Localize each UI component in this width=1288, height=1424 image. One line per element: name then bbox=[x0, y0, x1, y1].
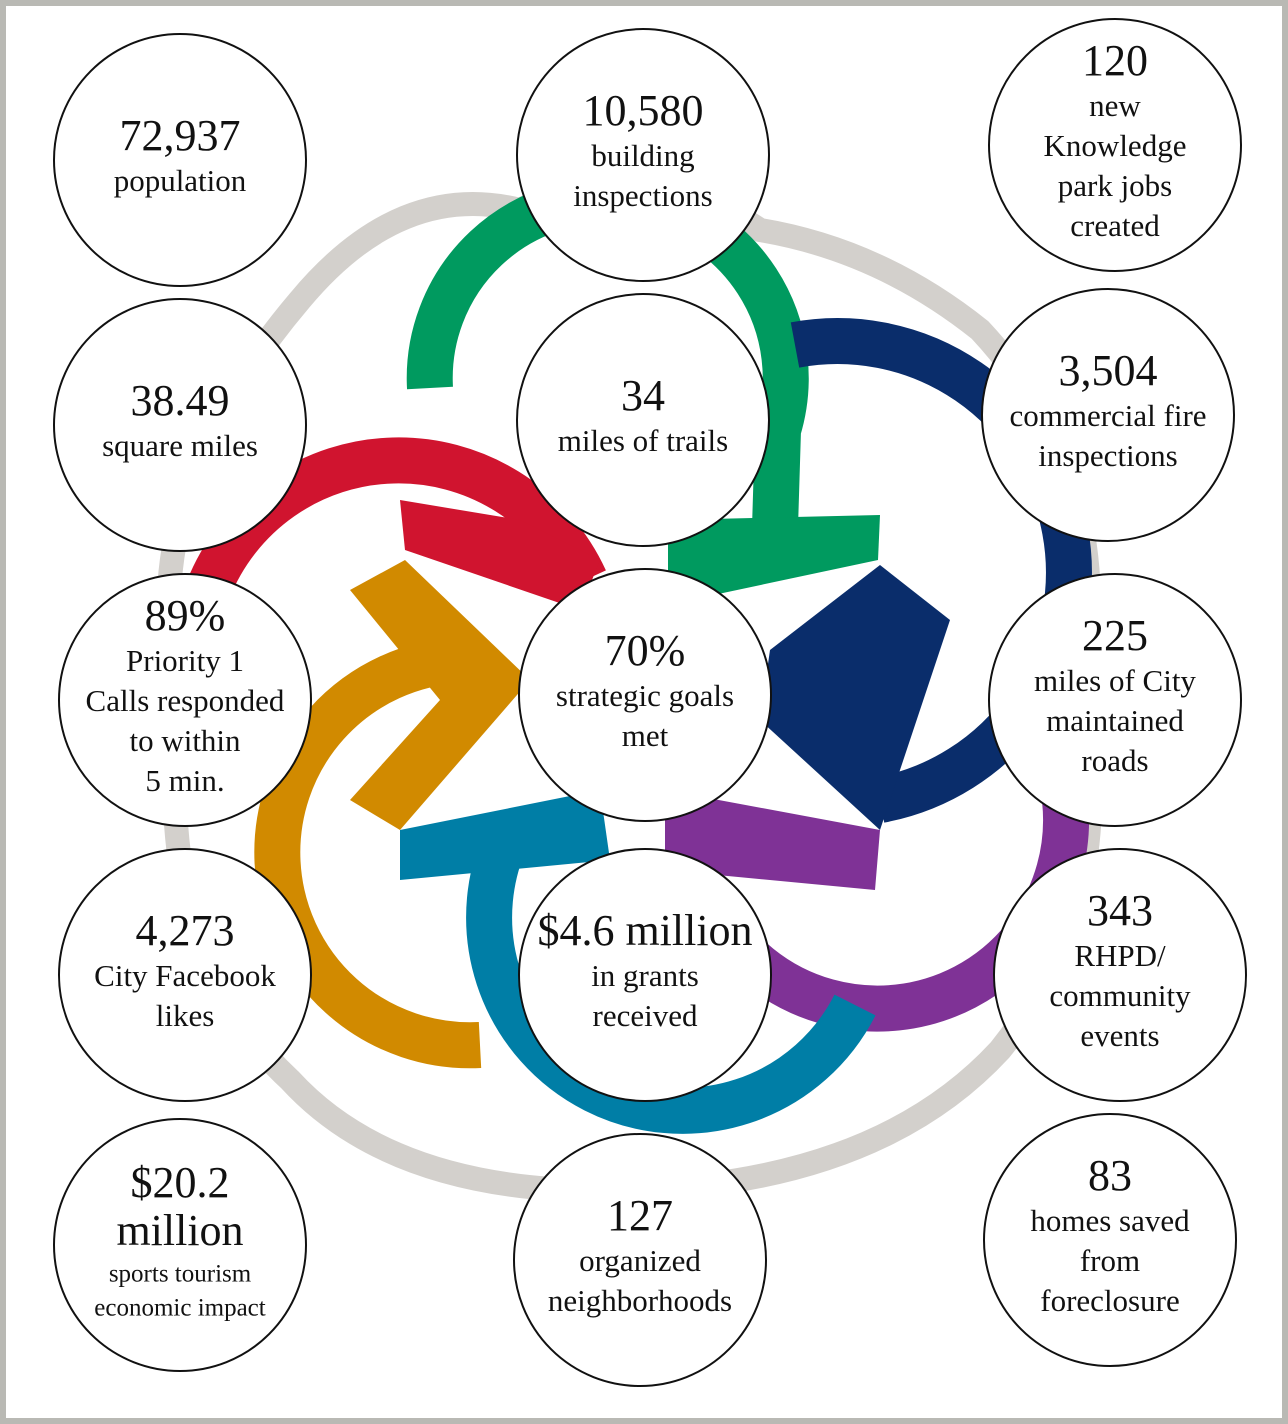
stat-circle bbox=[513, 1133, 767, 1387]
stat-label: likes bbox=[156, 998, 215, 1033]
stat-circle bbox=[993, 848, 1247, 1102]
stat-label: park jobs bbox=[1058, 168, 1173, 203]
red-chevron bbox=[400, 500, 600, 610]
stat-circle bbox=[58, 573, 312, 827]
stat-circle bbox=[53, 33, 307, 287]
stat-value: 10,580 bbox=[583, 86, 704, 135]
stat-circle bbox=[518, 568, 772, 822]
stat-value: 34 bbox=[621, 371, 665, 420]
stat-value: 70% bbox=[605, 626, 686, 675]
green-chevron bbox=[668, 515, 880, 600]
stat-label: created bbox=[1070, 208, 1160, 243]
teal-chevron bbox=[400, 790, 610, 880]
stat-circle bbox=[58, 848, 312, 1102]
stat-label: square miles bbox=[102, 428, 258, 463]
stat-value: 120 bbox=[1082, 36, 1148, 85]
stat-label: RHPD/ bbox=[1074, 938, 1166, 973]
purple-chevron bbox=[665, 790, 880, 890]
orange-chevron bbox=[350, 560, 530, 830]
stat-value: 343 bbox=[1087, 886, 1153, 935]
stat-label: building bbox=[591, 138, 694, 173]
stat-circle bbox=[53, 298, 307, 552]
stat-label: neighborhoods bbox=[548, 1283, 732, 1318]
stat-label: sports tourism bbox=[109, 1261, 252, 1288]
stat-circle bbox=[518, 848, 772, 1102]
stat-label: strategic goals bbox=[556, 678, 734, 713]
stat-label: inspections bbox=[1038, 438, 1178, 473]
stat-value: 38.49 bbox=[131, 376, 230, 425]
stat-value: 72,937 bbox=[120, 111, 241, 160]
stat-label: organized bbox=[579, 1243, 701, 1278]
stat-label: community bbox=[1049, 978, 1191, 1013]
stat-label: met bbox=[622, 718, 669, 753]
stat-label: in grants bbox=[591, 958, 699, 993]
stat-value: 83 bbox=[1088, 1151, 1132, 1200]
stat-label: maintained bbox=[1046, 703, 1184, 738]
stat-value: 127 bbox=[607, 1191, 673, 1240]
stat-label: roads bbox=[1081, 743, 1148, 778]
stat-value: 4,273 bbox=[136, 906, 235, 955]
stat-value: 89% bbox=[145, 591, 226, 640]
stat-value: 225 bbox=[1082, 611, 1148, 660]
stat-circle bbox=[988, 18, 1242, 272]
stat-value: 3,504 bbox=[1059, 346, 1158, 395]
stat-circle bbox=[981, 288, 1235, 542]
stat-label: Priority 1 bbox=[126, 643, 244, 678]
stat-label: commercial fire bbox=[1009, 398, 1206, 433]
stat-label: received bbox=[593, 998, 698, 1033]
stat-label: Knowledge bbox=[1044, 128, 1187, 163]
orange-arc bbox=[254, 637, 482, 1069]
stat-label: homes saved bbox=[1030, 1203, 1190, 1238]
stat-circle bbox=[988, 573, 1242, 827]
stat-label: miles of trails bbox=[558, 423, 728, 458]
stat-value: $4.6 million bbox=[537, 906, 752, 955]
stat-label: City Facebook bbox=[94, 958, 276, 993]
stat-label: 5 min. bbox=[145, 763, 224, 798]
stat-value: $20.2 bbox=[131, 1158, 230, 1207]
stat-label: Calls responded bbox=[86, 683, 285, 718]
stat-value: million bbox=[116, 1206, 243, 1255]
stat-circle bbox=[516, 28, 770, 282]
stat-label: economic impact bbox=[94, 1295, 266, 1322]
stat-label: miles of City bbox=[1034, 663, 1196, 698]
stat-label: new bbox=[1089, 88, 1141, 123]
stat-circle bbox=[516, 293, 770, 547]
stat-label: events bbox=[1080, 1018, 1159, 1053]
stat-circle bbox=[53, 1118, 307, 1372]
stat-label: from bbox=[1080, 1243, 1140, 1278]
stat-label: foreclosure bbox=[1040, 1283, 1179, 1318]
stat-label: inspections bbox=[573, 178, 713, 213]
stat-label: to within bbox=[129, 723, 241, 758]
stat-label: population bbox=[114, 163, 247, 198]
navy-chevron bbox=[760, 565, 950, 830]
stat-circle bbox=[983, 1113, 1237, 1367]
